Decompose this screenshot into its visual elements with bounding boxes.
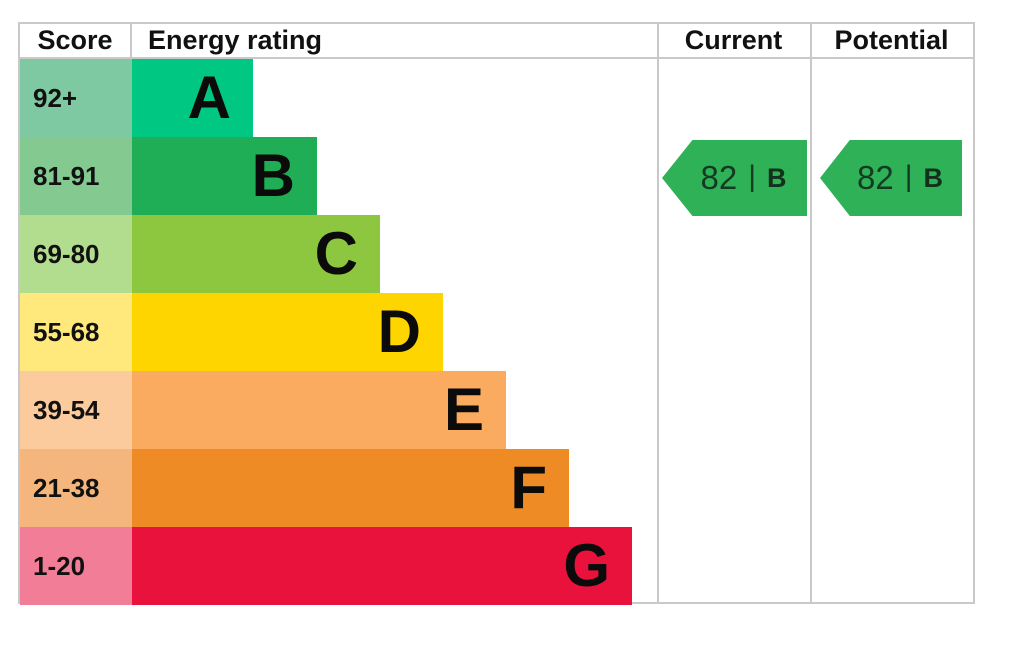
band-bar: B [132,137,317,215]
current-column-divider [657,24,659,602]
header-current: Current [684,25,783,55]
band-bar: C [132,215,380,293]
epc-rating-chart: Score Energy rating Current Potential 92… [18,22,975,605]
badge-separator: | [748,160,756,193]
band-row-e: 39-54 E [20,371,973,449]
header-energy-rating: Energy rating [148,25,323,55]
band-bar: E [132,371,506,449]
current-band-letter: B [767,162,787,193]
band-letter: A [187,64,231,131]
band-bar: D [132,293,443,371]
band-row-d: 55-68 D [20,293,973,371]
band-letter: G [563,532,610,599]
potential-rating-badge: 82 | B [820,140,962,216]
potential-band-letter: B [923,162,944,193]
band-letter: B [251,142,295,209]
score-cell: 21-38 [20,449,132,527]
band-row-b: 81-91 B [20,137,973,215]
band-row-g: 1-20 G [20,527,973,605]
header-score: Score [20,24,132,57]
band-bar: A [132,59,253,137]
band-letter: D [377,298,421,365]
current-score-value: 82 [700,159,738,196]
band-letter: E [443,376,484,443]
band-row-c: 69-80 C [20,215,973,293]
band-letter: C [314,220,358,287]
score-cell: 92+ [20,59,132,137]
band-letter: F [510,454,547,521]
potential-column-divider [810,24,812,602]
score-cell: 1-20 [20,527,132,605]
header-row: Score Energy rating Current Potential [20,24,973,59]
score-cell: 39-54 [20,371,132,449]
score-cell: 81-91 [20,137,132,215]
band-row-a: 92+ A [20,59,973,137]
current-rating-badge: 82 | B [662,140,807,216]
header-potential: Potential [834,25,949,55]
band-row-f: 21-38 F [20,449,973,527]
band-bar: G [132,527,632,605]
score-cell: 69-80 [20,215,132,293]
band-bar: F [132,449,569,527]
band-rows: 92+ A 81-91 B 69-80 C 55-68 D 39-54 E 21… [20,59,973,605]
score-cell: 55-68 [20,293,132,371]
badge-separator: | [904,160,913,193]
potential-score-value: 82 [856,159,894,196]
